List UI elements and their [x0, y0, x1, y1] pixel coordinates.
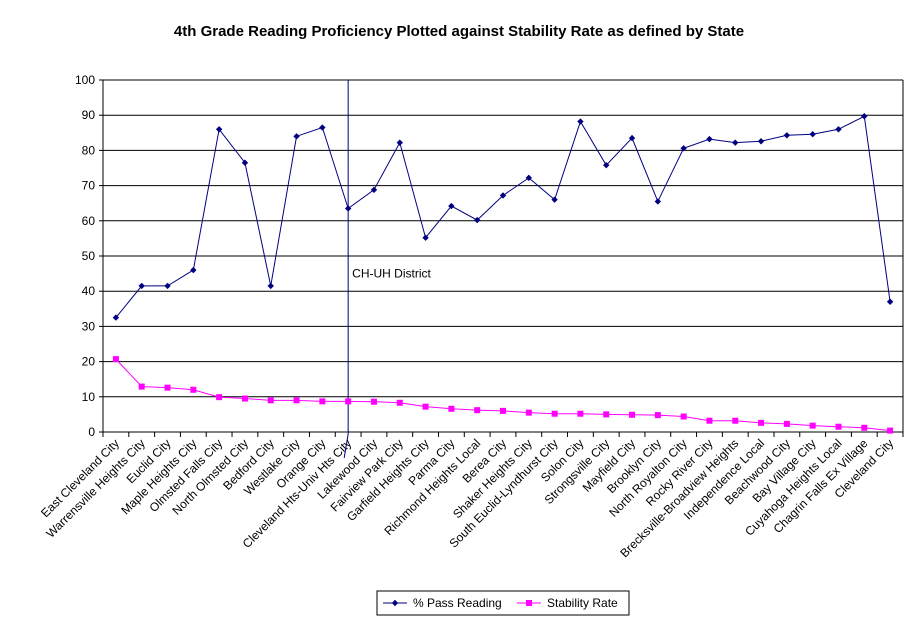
- data-point: [809, 422, 816, 429]
- data-point: [345, 398, 352, 405]
- data-point: [241, 159, 249, 166]
- data-point: [448, 202, 455, 210]
- data-point: [241, 395, 248, 402]
- series-line: [115, 358, 891, 432]
- data-point: [138, 282, 145, 290]
- y-tick-label: 0: [88, 425, 95, 439]
- data-point: [706, 417, 713, 424]
- data-point: [267, 397, 274, 404]
- data-point: [603, 161, 610, 169]
- legend-label: % Pass Reading: [413, 596, 502, 610]
- data-point: [603, 411, 610, 418]
- data-point: [525, 174, 533, 182]
- data-point: [190, 266, 197, 274]
- data-point: [293, 397, 300, 404]
- legend: % Pass Reading Stability Rate: [376, 590, 630, 616]
- data-point: [706, 135, 713, 143]
- data-point: [164, 282, 171, 290]
- data-point: [215, 126, 223, 133]
- data-point: [680, 145, 687, 152]
- data-point: [474, 407, 481, 414]
- y-tick-label: 10: [82, 390, 96, 404]
- data-point: [525, 409, 532, 416]
- data-point: [112, 356, 119, 363]
- data-point: [500, 407, 506, 414]
- data-point: [783, 132, 791, 139]
- data-point: [654, 198, 662, 205]
- data-point: [267, 282, 274, 290]
- data-point: [835, 423, 842, 430]
- data-point: [319, 124, 326, 131]
- data-point: [112, 314, 120, 321]
- data-point: [732, 417, 739, 424]
- data-point: [396, 399, 403, 406]
- y-tick-label: 30: [82, 319, 96, 333]
- data-point: [216, 394, 223, 401]
- data-point: [448, 405, 455, 412]
- y-tick-label: 50: [82, 249, 96, 263]
- data-point: [577, 118, 584, 125]
- data-point: [422, 403, 429, 410]
- data-point: [190, 386, 197, 393]
- data-point: [680, 413, 687, 420]
- data-point: [551, 410, 558, 417]
- data-point: [861, 113, 868, 120]
- y-tick-label: 100: [75, 73, 95, 87]
- legend-marker: [391, 599, 399, 607]
- data-point: [422, 234, 429, 241]
- data-point: [758, 419, 765, 426]
- y-tick-label: 60: [82, 214, 96, 228]
- data-point: [783, 420, 790, 427]
- y-tick-label: 20: [82, 355, 96, 369]
- legend-box: [376, 590, 630, 616]
- data-point: [887, 427, 894, 434]
- data-point: [138, 383, 145, 390]
- y-tick-label: 80: [82, 143, 96, 157]
- legend-label: Stability Rate: [547, 596, 618, 610]
- data-point: [319, 398, 326, 405]
- chart-title: 4th Grade Reading Proficiency Plotted ag…: [174, 23, 744, 40]
- data-point: [861, 424, 868, 431]
- data-point: [577, 410, 584, 417]
- data-point: [499, 192, 507, 199]
- data-point: [835, 126, 842, 133]
- y-tick-label: 70: [82, 179, 96, 193]
- data-point: [757, 138, 765, 145]
- y-tick-label: 40: [82, 284, 96, 298]
- data-point: [654, 412, 661, 419]
- data-point: [551, 196, 558, 203]
- data-point: [293, 133, 300, 140]
- y-tick-label: 90: [82, 108, 96, 122]
- data-point: [732, 139, 739, 146]
- data-point: [370, 186, 378, 194]
- data-point: [344, 205, 352, 212]
- data-point: [886, 298, 894, 305]
- series-line: [115, 115, 891, 318]
- data-point: [809, 131, 816, 138]
- data-point: [628, 134, 636, 142]
- data-point: [629, 411, 636, 418]
- district-marker-line: [343, 80, 349, 459]
- district-annotation: CH-UH District: [352, 267, 431, 281]
- data-point: [396, 139, 403, 146]
- legend-marker: [526, 600, 532, 606]
- data-point: [370, 398, 377, 405]
- data-point: [164, 384, 171, 391]
- data-point: [473, 216, 481, 224]
